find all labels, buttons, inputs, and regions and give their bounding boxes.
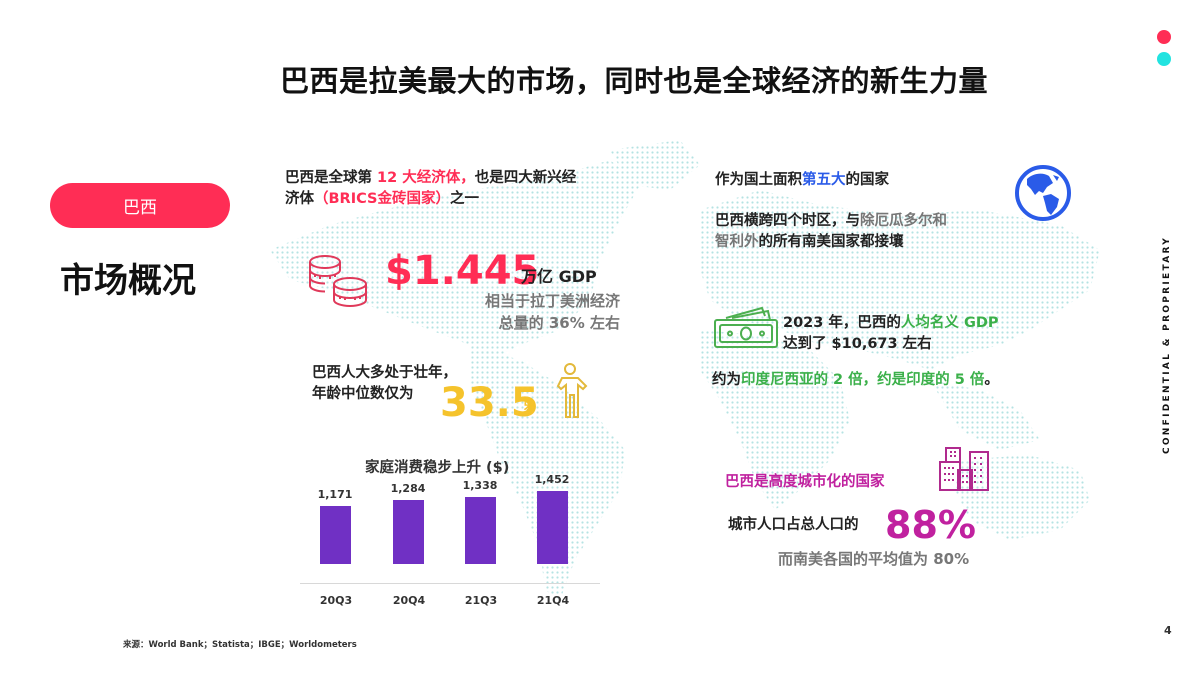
source-note: 来源：World Bank；Statista；IBGE；Worldometers [123,640,357,650]
compare-highlight: 印度尼西亚的 2 倍，约是印度的 5 倍 [741,372,985,388]
slide-title: 巴西是拉美最大的市场，同时也是全球经济的新生力量 [280,64,989,98]
bar-21q4: 1,452 [535,473,569,564]
bar-20q3: 1,171 [318,488,352,564]
buildings-icon [938,446,992,492]
compare-suffix: 。 [984,372,999,388]
age-line1: 巴西人大多处于壮年， [312,365,457,381]
gdppc-line1-highlight: 人均名义 GDP [900,315,999,331]
median-age-unit: 岁 [523,402,537,417]
gdp-sub-line2: 总量的 36% 左右 [498,314,620,332]
red-dot [1157,30,1171,44]
gdp-subtext: 相当于拉丁美洲经济 总量的 36% 左右 [420,290,620,334]
confidential-text: CONFIDENTIAL & PROPRIETARY [1162,235,1172,455]
economy-line2-prefix: 济体 [285,191,314,207]
geo-line1-highlight: 第五大 [802,172,846,188]
geo-line1-prefix: 作为国土面积 [715,172,802,188]
age-line2: 年龄中位数仅为 [312,386,414,402]
globe-icon [1013,163,1073,223]
economy-line2-suffix: 之一 [449,191,479,207]
urban-population-label: 城市人口占总人口的 [728,517,859,533]
economy-line1-prefix: 巴西是全球第 [285,170,372,186]
chart-x-axis [300,583,600,584]
x-tick-label: 21Q4 [536,594,570,607]
confidential-label: CONFIDENTIAL & PROPRIETARY [1160,225,1174,465]
gdp-value: $1.445 [385,248,540,294]
geo-line3-highlight: 智利外 [715,234,759,250]
urban-population-comparison: 而南美各国的平均值为 80% [778,550,970,568]
section-title: 市场概况 [60,261,196,301]
geo-line2-prefix: 巴西横跨四个时区，与 [715,213,860,229]
bar-value-label: 1,452 [534,473,570,486]
bar-value-label: 1,338 [462,479,498,492]
median-age-value: 33.5 [440,380,539,426]
bar-value-label: 1,171 [317,488,353,501]
age-text: 巴西人大多处于壮年， 年龄中位数仅为 [312,363,457,405]
economy-line1-suffix: 也是四大新兴经 [474,170,577,186]
bar [393,500,424,564]
geo-line3-suffix: 的所有南美国家都接壤 [758,234,904,250]
page-number: 4 [1164,624,1172,637]
bar-value-label: 1,284 [390,482,426,495]
geo-line1-suffix: 的国家 [845,172,890,188]
decor-dots [1157,30,1171,74]
economy-line2-highlight: （BRICS金砖国家） [314,191,450,207]
bar-21q3: 1,338 [463,479,497,564]
geography-area-text: 作为国土面积第五大的国家 [715,170,889,191]
gdppc-line2: 达到了 $10,673 左右 [783,336,932,352]
money-icon [712,306,782,350]
country-pill-label: 巴西 [123,198,157,218]
person-icon [552,362,588,422]
urbanization-heading: 巴西是高度城市化的国家 [725,474,885,490]
gdp-per-capita-text: 2023 年，巴西的人均名义 GDP 达到了 $10,673 左右 [783,313,999,355]
x-tick-label: 20Q4 [392,594,426,607]
cyan-dot [1157,52,1171,66]
gdp-comparison-text: 约为印度尼西亚的 2 倍，约是印度的 5 倍。 [712,370,999,391]
bar-20q4: 1,284 [391,482,425,564]
economy-line1-highlight: 12 大经济体， [372,170,475,186]
geo-line2-highlight: 除厄瓜多尔和 [860,213,947,229]
geography-border-text: 巴西横跨四个时区，与除厄瓜多尔和 智利外的所有南美国家都接壤 [715,211,947,253]
coins-icon [305,252,375,312]
compare-prefix: 约为 [712,372,741,388]
gdppc-line1-prefix: 2023 年，巴西的 [783,315,901,331]
bar [465,497,496,564]
gdp-sub-line1: 相当于拉丁美洲经济 [484,292,620,310]
gdp-unit: 万亿 GDP [521,267,597,286]
x-tick-label: 21Q3 [464,594,498,607]
household-consumption-chart: 1,171 1,284 1,338 1,452 20Q3 20Q4 21Q3 2… [300,473,600,610]
urban-population-value: 88% [885,503,976,547]
bar [537,491,568,564]
chart-title: 家庭消费稳步上升 ($) [365,460,510,476]
economy-text: 巴西是全球第 12 大经济体，也是四大新兴经 济体（BRICS金砖国家）之一 [285,168,576,210]
country-pill: 巴西 [50,183,230,228]
x-tick-label: 20Q3 [319,594,353,607]
bar [320,506,351,564]
